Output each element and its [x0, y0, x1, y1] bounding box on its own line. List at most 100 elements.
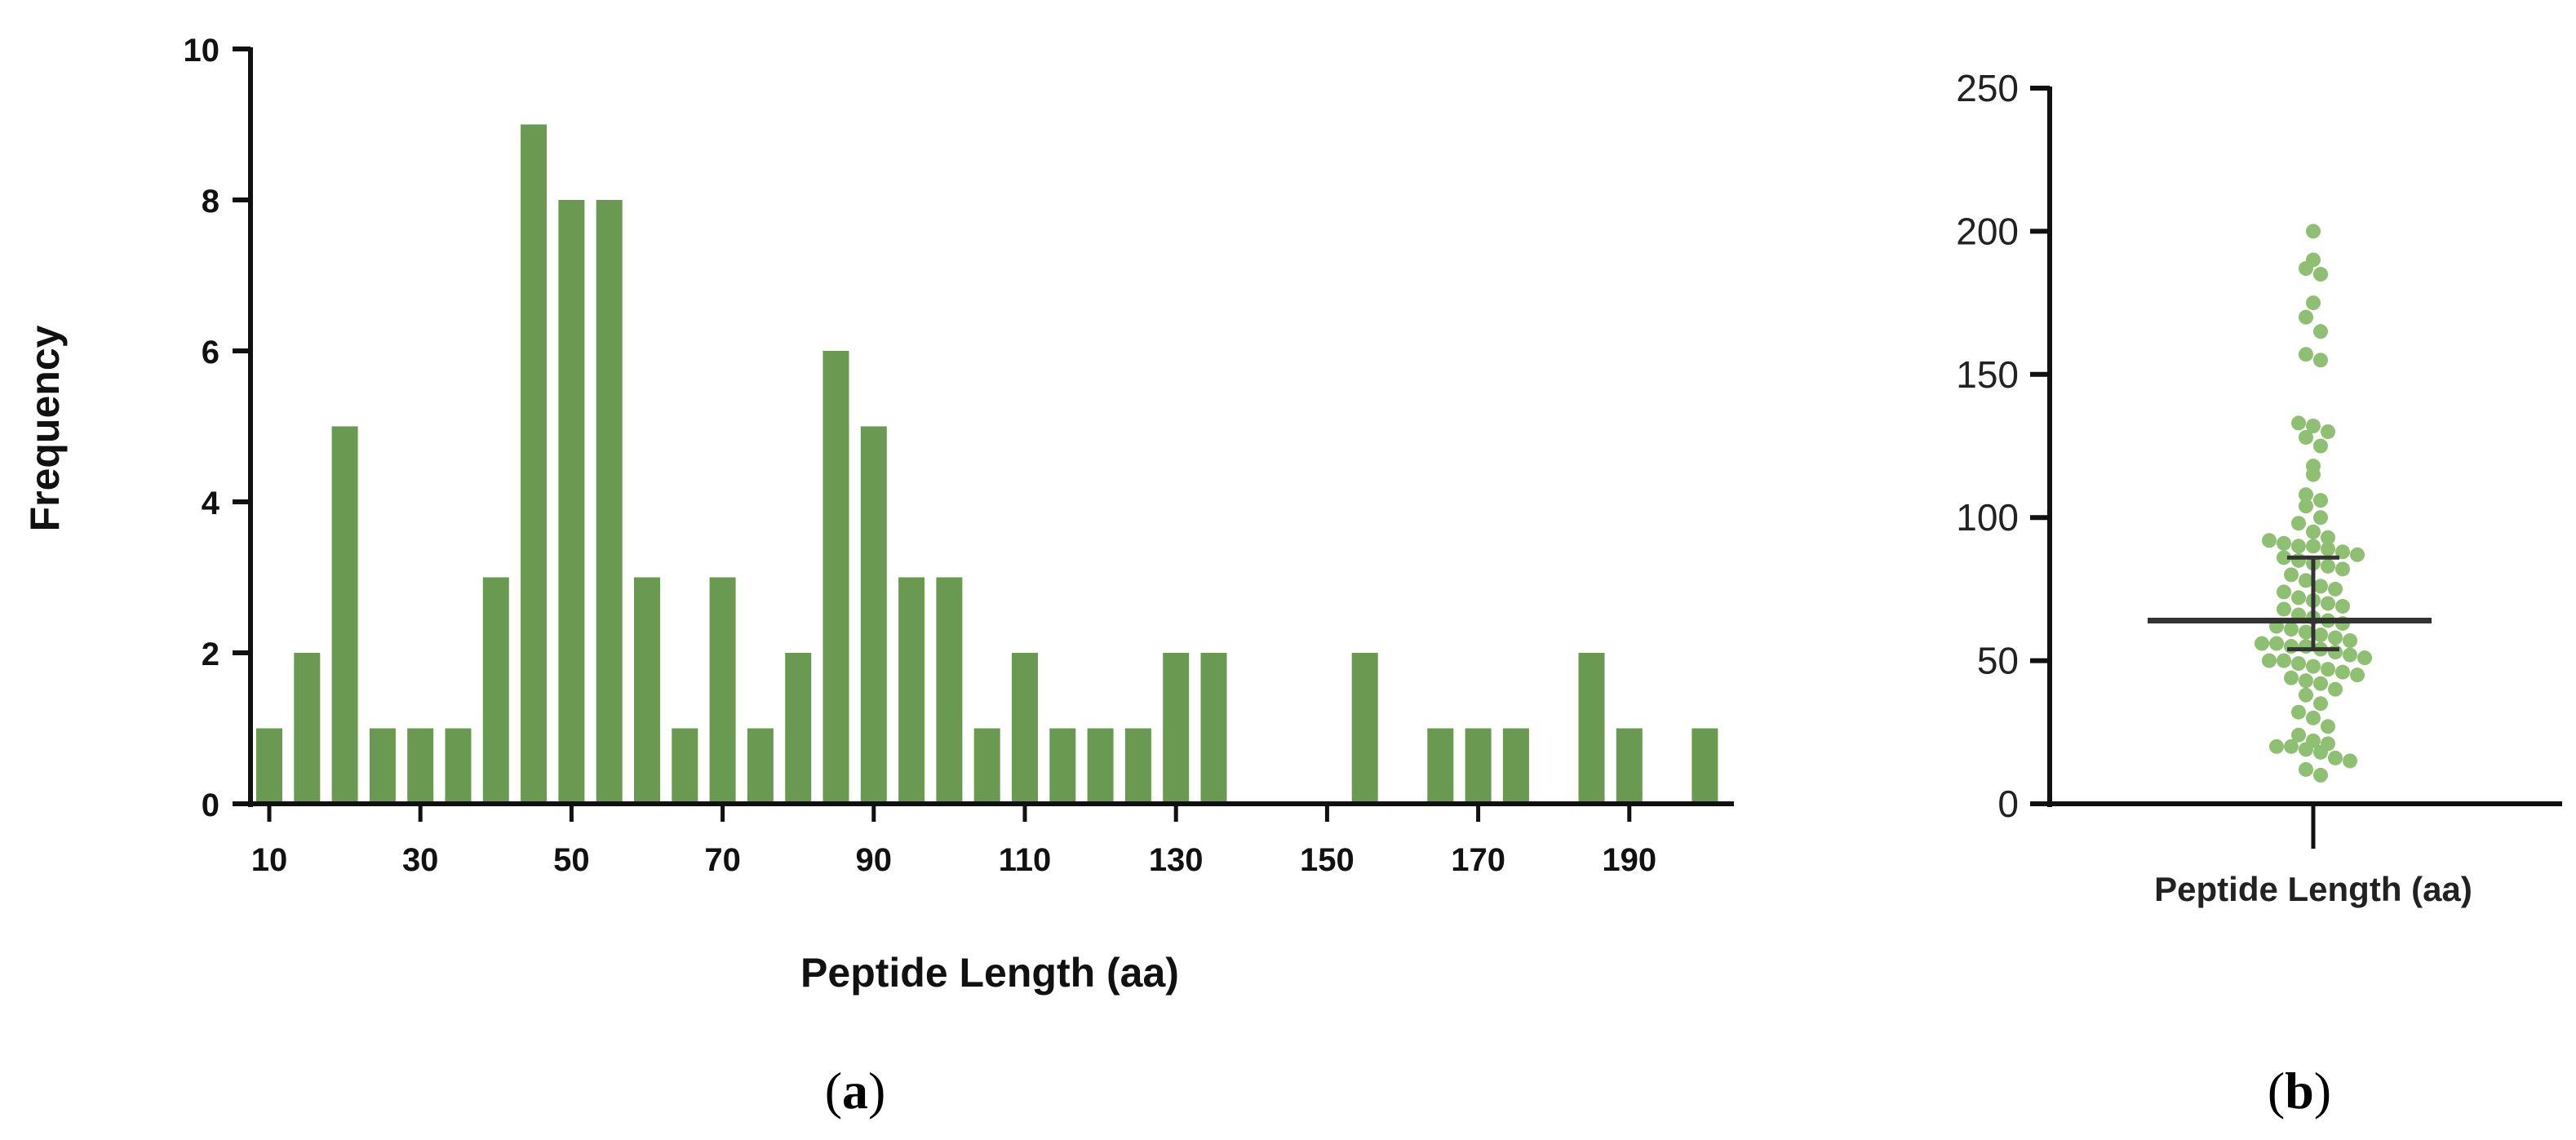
- dotplot-point: [2291, 656, 2306, 672]
- dotplot-point: [2313, 267, 2328, 282]
- histogram-bar: [973, 728, 1000, 804]
- histogram-bar: [1200, 653, 1227, 804]
- histogram-y-ticks: 0 2 4 6 8 10: [184, 33, 251, 823]
- dotplot-point: [2291, 552, 2306, 568]
- dotplot-point: [2328, 645, 2343, 660]
- dotplot-point: [2321, 558, 2335, 574]
- dotplot-point: [2328, 750, 2343, 765]
- dotplot-point: [2277, 535, 2291, 551]
- histogram-panel: 0 2 4 6 8 10 10 30 50 70 90 110 130 150 170 190 Peptid…: [22, 33, 1734, 996]
- dotplot-point: [2350, 668, 2365, 683]
- dotplot-point: [2321, 424, 2335, 439]
- dotplot-point: [2284, 639, 2299, 654]
- histogram-bar: [1124, 728, 1151, 804]
- dotplot-point: [2306, 539, 2321, 554]
- histogram-bar: [822, 351, 849, 804]
- dotplot-point: [2284, 622, 2299, 637]
- dotplot-point: [2306, 459, 2321, 474]
- dotplot-point: [2306, 733, 2321, 748]
- histogram-bars: [256, 124, 1718, 804]
- histogram-x-tick-label: 90: [856, 842, 893, 878]
- histogram-y-tick-label: 6: [202, 335, 219, 370]
- dotplot-point: [2306, 224, 2321, 239]
- histogram-bar: [1427, 728, 1454, 804]
- dotplot-axes: [2047, 86, 2562, 849]
- histogram-bar: [860, 426, 887, 804]
- histogram-bar: [1691, 728, 1718, 804]
- dotplot-x-axis-title: Peptide Length (aa): [2154, 870, 2472, 908]
- dotplot-point: [2357, 650, 2372, 666]
- dotplot-point: [2306, 295, 2321, 311]
- histogram-y-tick-label: 4: [202, 486, 220, 521]
- dotplot-y-tick-label: 100: [1956, 496, 2019, 539]
- histogram-bar: [1465, 728, 1492, 804]
- dotplot-point: [2321, 719, 2335, 734]
- dotplot-point: [2321, 530, 2335, 545]
- histogram-bar: [1351, 653, 1378, 804]
- dotplot-point: [2277, 550, 2291, 566]
- dotplot-point: [2343, 633, 2357, 649]
- histogram-y-tick-label: 0: [202, 787, 219, 823]
- dotplot-y-tick-label: 150: [1956, 353, 2019, 396]
- dotplot-y-tick-label: 0: [1997, 783, 2019, 825]
- dotplot-point: [2335, 561, 2350, 577]
- dotplot-point: [2299, 487, 2313, 503]
- dotplot-point: [2313, 767, 2328, 783]
- histogram-bar: [369, 728, 396, 804]
- dotplot-point: [2328, 581, 2343, 597]
- dotplot-point: [2343, 647, 2357, 663]
- panel-b-close-paren: ): [2314, 1062, 2331, 1120]
- dotplot-points: [2255, 224, 2372, 783]
- dotplot-point: [2328, 630, 2343, 645]
- histogram-bar: [1087, 728, 1114, 804]
- dotplot-point: [2306, 659, 2321, 674]
- dotplot-point: [2291, 590, 2306, 605]
- dotplot-point: [2262, 533, 2277, 548]
- histogram-x-tick-label: 190: [1602, 842, 1656, 878]
- histogram-bar: [1616, 728, 1643, 804]
- dotplot-point: [2299, 309, 2313, 325]
- histogram-y-axis-title: Frequency: [22, 325, 68, 531]
- dotplot-point: [2284, 670, 2299, 685]
- dotplot-point: [2321, 541, 2335, 557]
- histogram-bar: [1578, 653, 1605, 804]
- panel-a-letter: a: [842, 1062, 868, 1120]
- dotplot-y-ticks: 0 50 100 150 200 250: [1956, 67, 2050, 825]
- histogram-bar: [407, 728, 434, 804]
- panel-a-close-paren: ): [868, 1062, 885, 1120]
- histogram-bar: [1012, 653, 1038, 804]
- dotplot-point: [2299, 499, 2313, 514]
- histogram-x-tick-label: 70: [704, 842, 741, 878]
- histogram-x-tick-label: 30: [402, 842, 439, 878]
- dotplot-point: [2277, 601, 2291, 617]
- dotplot-point: [2335, 544, 2350, 560]
- dotplot-point: [2313, 493, 2328, 508]
- dotplot-point: [2313, 579, 2328, 594]
- histogram-x-tick-label: 130: [1149, 842, 1204, 878]
- dotplot-y-tick-label: 250: [1956, 67, 2019, 109]
- dotplot-point: [2313, 676, 2328, 691]
- histogram-x-tick-label: 150: [1300, 842, 1355, 878]
- dotplot-point: [2313, 510, 2328, 526]
- dotplot-point: [2284, 567, 2299, 583]
- dotplot-point: [2277, 584, 2291, 600]
- histogram-bar: [1163, 653, 1190, 804]
- dotplot-point: [2321, 596, 2335, 611]
- panel-a-open-paren: (: [825, 1062, 842, 1120]
- histogram-bar: [294, 653, 321, 804]
- histogram-x-tick-label: 170: [1451, 842, 1505, 878]
- histogram-x-tick-label: 110: [999, 842, 1052, 878]
- histogram-bar: [482, 577, 509, 804]
- dotplot-median-and-range: [2148, 555, 2432, 652]
- dotplot-point: [2299, 761, 2313, 777]
- histogram-bar: [785, 653, 812, 804]
- dotplot-point: [2269, 636, 2284, 651]
- dotplot-point: [2321, 736, 2335, 752]
- histogram-bar: [331, 426, 358, 804]
- dotplot-point: [2299, 673, 2313, 689]
- dotplot-point: [2350, 547, 2365, 562]
- dotplot-point: [2306, 252, 2321, 268]
- dotplot-point: [2269, 739, 2284, 754]
- dotplot-point: [2321, 662, 2335, 677]
